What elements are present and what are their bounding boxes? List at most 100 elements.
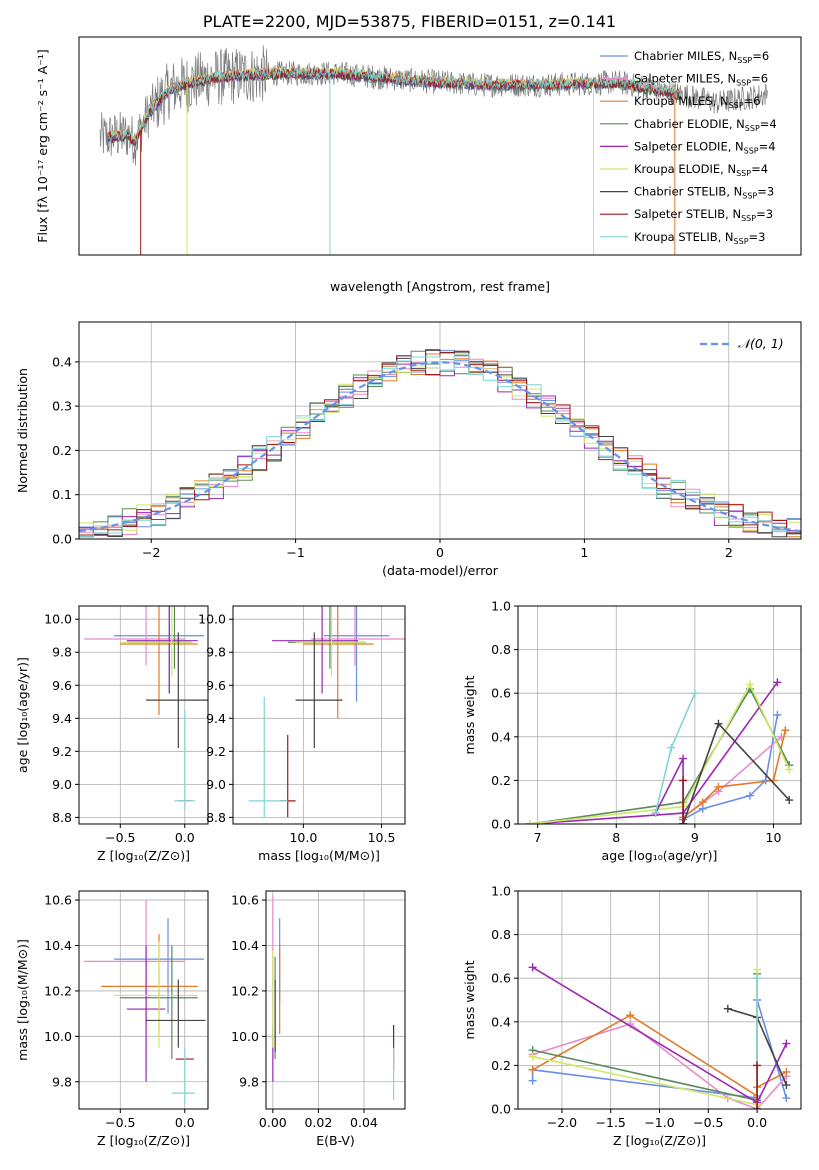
- weight-vs-Z-marker-kroupa_miles: [626, 1011, 635, 1020]
- mass-vs-ebv-plot-area: [272, 895, 395, 1100]
- legend-label-chabrier_stelib: Chabrier STELIB, NSSP=3: [634, 185, 774, 201]
- figure-title: PLATE=2200, MJD=53875, FIBERID=0151, z=0…: [202, 12, 617, 31]
- weight-vs-Z-marker-chabrier_miles: [782, 1094, 791, 1103]
- mass-vs-ebv-xtick-label: 0.02: [304, 1115, 332, 1130]
- weight-vs-age-marker-kroupa_elodie: [525, 820, 534, 824]
- residuals-xtick-label: 2: [725, 545, 733, 560]
- mass-vs-ebv-axes: [266, 891, 405, 1109]
- mass-vs-Z-ytick-label: 10.6: [44, 893, 72, 908]
- weight-vs-age-ytick-label: 0.6: [491, 686, 511, 701]
- age-vs-mass-ytick-label: 9.0: [206, 777, 226, 792]
- weight-vs-age-marker-kroupa_miles: [781, 726, 790, 735]
- weight-vs-Z-ytick-label: 0.6: [491, 971, 511, 986]
- age-vs-Z-ytick-label: 9.6: [52, 678, 72, 693]
- weight-vs-age-border: [517, 605, 802, 825]
- weight-vs-Z-marker-salpeter_elodie: [782, 1039, 791, 1048]
- age-vs-mass-ytick-label: 10.0: [198, 612, 226, 627]
- age-vs-Z-ytick-label: 9.2: [52, 744, 72, 759]
- weight-vs-Z-xtick-label: 0.0: [747, 1115, 767, 1130]
- age-vs-Z-xtick-label: −0.5: [105, 830, 135, 845]
- age-vs-Z-ylabel: age [log₁₀(age/yr)]: [15, 657, 30, 773]
- mass-vs-ebv-ytick-label: 10.0: [231, 1029, 259, 1044]
- legend-suffix: =3: [756, 207, 773, 221]
- histogram-kroupa_stelib: [79, 353, 801, 538]
- weight-vs-Z-xtick-label: −1.5: [596, 1115, 626, 1130]
- weight-vs-Z-plot-area: [528, 963, 791, 1109]
- age-vs-mass-ytick-label: 9.6: [206, 678, 226, 693]
- legend-label-chabrier_elodie: Chabrier ELODIE, NSSP=4: [634, 117, 777, 133]
- legend-label-kroupa_elodie: Kroupa ELODIE, NSSP=4: [634, 162, 768, 178]
- weight-vs-age-frame: 7 8 9 10 0.0 0.2 0.4 0.6 0.8 1.0 age [log₁₀(age/yr…: [462, 599, 802, 863]
- weight-vs-Z-ytick-label: 0.0: [491, 1102, 511, 1117]
- mass-vs-Z-plot-area: [84, 900, 206, 1105]
- residuals-xtick-label: −2: [142, 545, 160, 560]
- weight-vs-Z-marker-salpeter_elodie: [528, 963, 537, 972]
- weight-vs-Z-marker-kroupa_miles: [782, 1067, 791, 1076]
- legend-subscript: SSP: [736, 169, 751, 178]
- mass-vs-ebv-xtick-label: 0.04: [350, 1115, 378, 1130]
- residuals-ytick-label: 0.2: [52, 443, 72, 458]
- age-vs-Z-ytick-label: 9.0: [52, 777, 72, 792]
- weight-vs-Z-ylabel: mass weight: [462, 960, 477, 1039]
- weight-vs-Z-xtick-label: −1.0: [644, 1115, 674, 1130]
- age-vs-mass-plot-area: [248, 606, 405, 818]
- legend-subscript: SSP: [741, 214, 756, 223]
- legend-subscript: SSP: [745, 124, 760, 133]
- mass-vs-Z-ytick-label: 10.4: [44, 938, 72, 953]
- age-vs-Z-xlabel: Z [log₁₀(Z/Z⊙)]: [97, 848, 190, 863]
- spectrum-plot-area: [99, 45, 768, 255]
- weight-vs-Z-ytick-label: 0.2: [491, 1058, 511, 1073]
- weight-vs-age-marker-salpeter_stelib: [679, 776, 688, 785]
- weight-vs-age-xtick-label: 8: [612, 830, 620, 845]
- mass-vs-ebv-border: [265, 890, 406, 1110]
- mass-vs-ebv-xtick-label: 0.00: [259, 1115, 287, 1130]
- weight-vs-age-marker-kroupa_elodie: [745, 680, 754, 689]
- weight-vs-Z-xtick-label: −2.0: [547, 1115, 577, 1130]
- age-vs-Z-border: [78, 605, 209, 825]
- weight-vs-age-ytick-label: 0.4: [491, 729, 511, 744]
- weight-vs-age-marker-chabrier_stelib: [714, 719, 723, 728]
- weight-vs-Z-marker-kroupa_elodie: [528, 1052, 537, 1061]
- mass-vs-Z-xtick-label: −0.5: [105, 1115, 135, 1130]
- weight-vs-age-marker-kroupa_miles: [698, 798, 707, 807]
- weight-vs-age-xtick-label: 7: [534, 830, 542, 845]
- age-vs-mass-frame: 10.0 10.5 8.8 9.0 9.2 9.4 9.6 9.8 10.0 mass [log₁…: [198, 605, 406, 863]
- age-vs-Z-frame: −0.5 0.0 8.8 9.0 9.2 9.4 9.6 9.8 10.0 Z [log₁₀(Z/…: [15, 605, 209, 863]
- legend-label-salpeter_miles: Salpeter MILES, NSSP=6: [634, 72, 768, 88]
- spectrum-model-kroupa_stelib: [108, 66, 682, 143]
- weight-vs-age-xtick-label: 10: [766, 830, 782, 845]
- residuals-plot-area: [79, 349, 801, 538]
- mass-vs-Z-border: [78, 890, 209, 1110]
- residuals-xtick-label: 0: [436, 545, 444, 560]
- weight-vs-Z-marker-chabrier_stelib: [723, 1004, 732, 1013]
- residuals-ylabel: Normed distribution: [15, 368, 30, 493]
- weight-vs-Z-xlabel: Z [log₁₀(Z/Z⊙)]: [613, 1133, 706, 1148]
- weight-vs-age-ytick-label: 0.2: [491, 773, 511, 788]
- age-vs-mass-border: [232, 605, 406, 825]
- age-vs-mass-xtick-label: 10.5: [368, 830, 396, 845]
- weight-vs-age-ylabel: mass weight: [462, 675, 477, 754]
- residuals-ytick-label: 0.4: [52, 354, 72, 369]
- age-vs-Z-xtick-label: 0.0: [175, 830, 195, 845]
- spectrum-model-kroupa_elodie: [108, 66, 682, 144]
- residuals-xtick-label: −1: [286, 545, 304, 560]
- age-vs-Z-ytick-label: 9.4: [52, 711, 72, 726]
- spectrum-ylabel: Flux [fλ 10⁻¹⁷ erg cm⁻² s⁻¹ A⁻¹]: [35, 49, 50, 242]
- weight-vs-Z-xtick-label: −0.5: [693, 1115, 723, 1130]
- mass-vs-Z-frame: −0.5 0.0 9.8 10.0 10.2 10.4 10.6 Z [log₁₀(Z/Z⊙)…: [15, 890, 209, 1148]
- residuals-ytick-label: 0.3: [52, 399, 72, 414]
- age-vs-mass-axes: [233, 606, 405, 824]
- weight-vs-age-marker-chabrier_miles: [745, 791, 754, 800]
- legend-suffix: =6: [751, 72, 768, 86]
- weight-vs-Z-marker-salpeter_stelib: [753, 1061, 762, 1070]
- weight-vs-Z-marker-kroupa_elodie: [753, 965, 762, 974]
- legend-suffix: =4: [751, 162, 768, 176]
- legend-subscript: SSP: [744, 146, 759, 155]
- legend-suffix: =3: [757, 185, 774, 199]
- legend-label-salpeter_elodie: Salpeter ELODIE, NSSP=4: [634, 139, 776, 155]
- weight-vs-age-marker-kroupa_elodie: [785, 765, 794, 774]
- mass-vs-Z-ytick-label: 10.0: [44, 1029, 72, 1044]
- spectrum-border: [78, 36, 802, 256]
- mass-vs-Z-axes: [79, 891, 208, 1109]
